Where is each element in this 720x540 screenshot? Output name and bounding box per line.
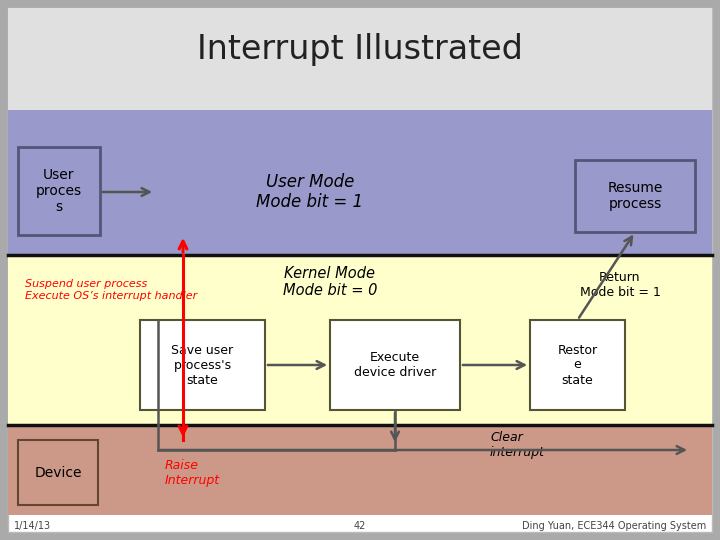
Text: 1/14/13: 1/14/13 — [14, 521, 51, 531]
Text: Kernel Mode
Mode bit = 0: Kernel Mode Mode bit = 0 — [283, 266, 377, 298]
FancyBboxPatch shape — [18, 147, 100, 235]
FancyBboxPatch shape — [140, 320, 265, 410]
Text: Return
Mode bit = 1: Return Mode bit = 1 — [580, 271, 660, 299]
Text: Ding Yuan, ECE344 Operating System: Ding Yuan, ECE344 Operating System — [522, 521, 706, 531]
FancyBboxPatch shape — [330, 320, 460, 410]
Text: Interrupt Illustrated: Interrupt Illustrated — [197, 33, 523, 66]
Text: Resume
process: Resume process — [607, 181, 662, 211]
Text: User
proces
s: User proces s — [36, 168, 82, 214]
Bar — [8, 255, 712, 425]
Text: Execute
device driver: Execute device driver — [354, 351, 436, 379]
Text: Restor
e
state: Restor e state — [557, 343, 598, 387]
Text: User Mode
Mode bit = 1: User Mode Mode bit = 1 — [256, 173, 364, 211]
Text: Device: Device — [35, 466, 82, 480]
FancyBboxPatch shape — [575, 160, 695, 232]
Text: Save user
process's
state: Save user process's state — [171, 343, 233, 387]
Text: Suspend user process
Execute OS’s interrupt handler: Suspend user process Execute OS’s interr… — [25, 279, 197, 301]
Text: 42: 42 — [354, 521, 366, 531]
Text: Clear
interrupt: Clear interrupt — [490, 431, 545, 459]
Text: Raise
Interrupt: Raise Interrupt — [165, 459, 220, 487]
FancyBboxPatch shape — [530, 320, 625, 410]
Bar — [8, 425, 712, 515]
Bar — [8, 110, 712, 255]
FancyBboxPatch shape — [18, 440, 98, 505]
Bar — [8, 8, 712, 110]
